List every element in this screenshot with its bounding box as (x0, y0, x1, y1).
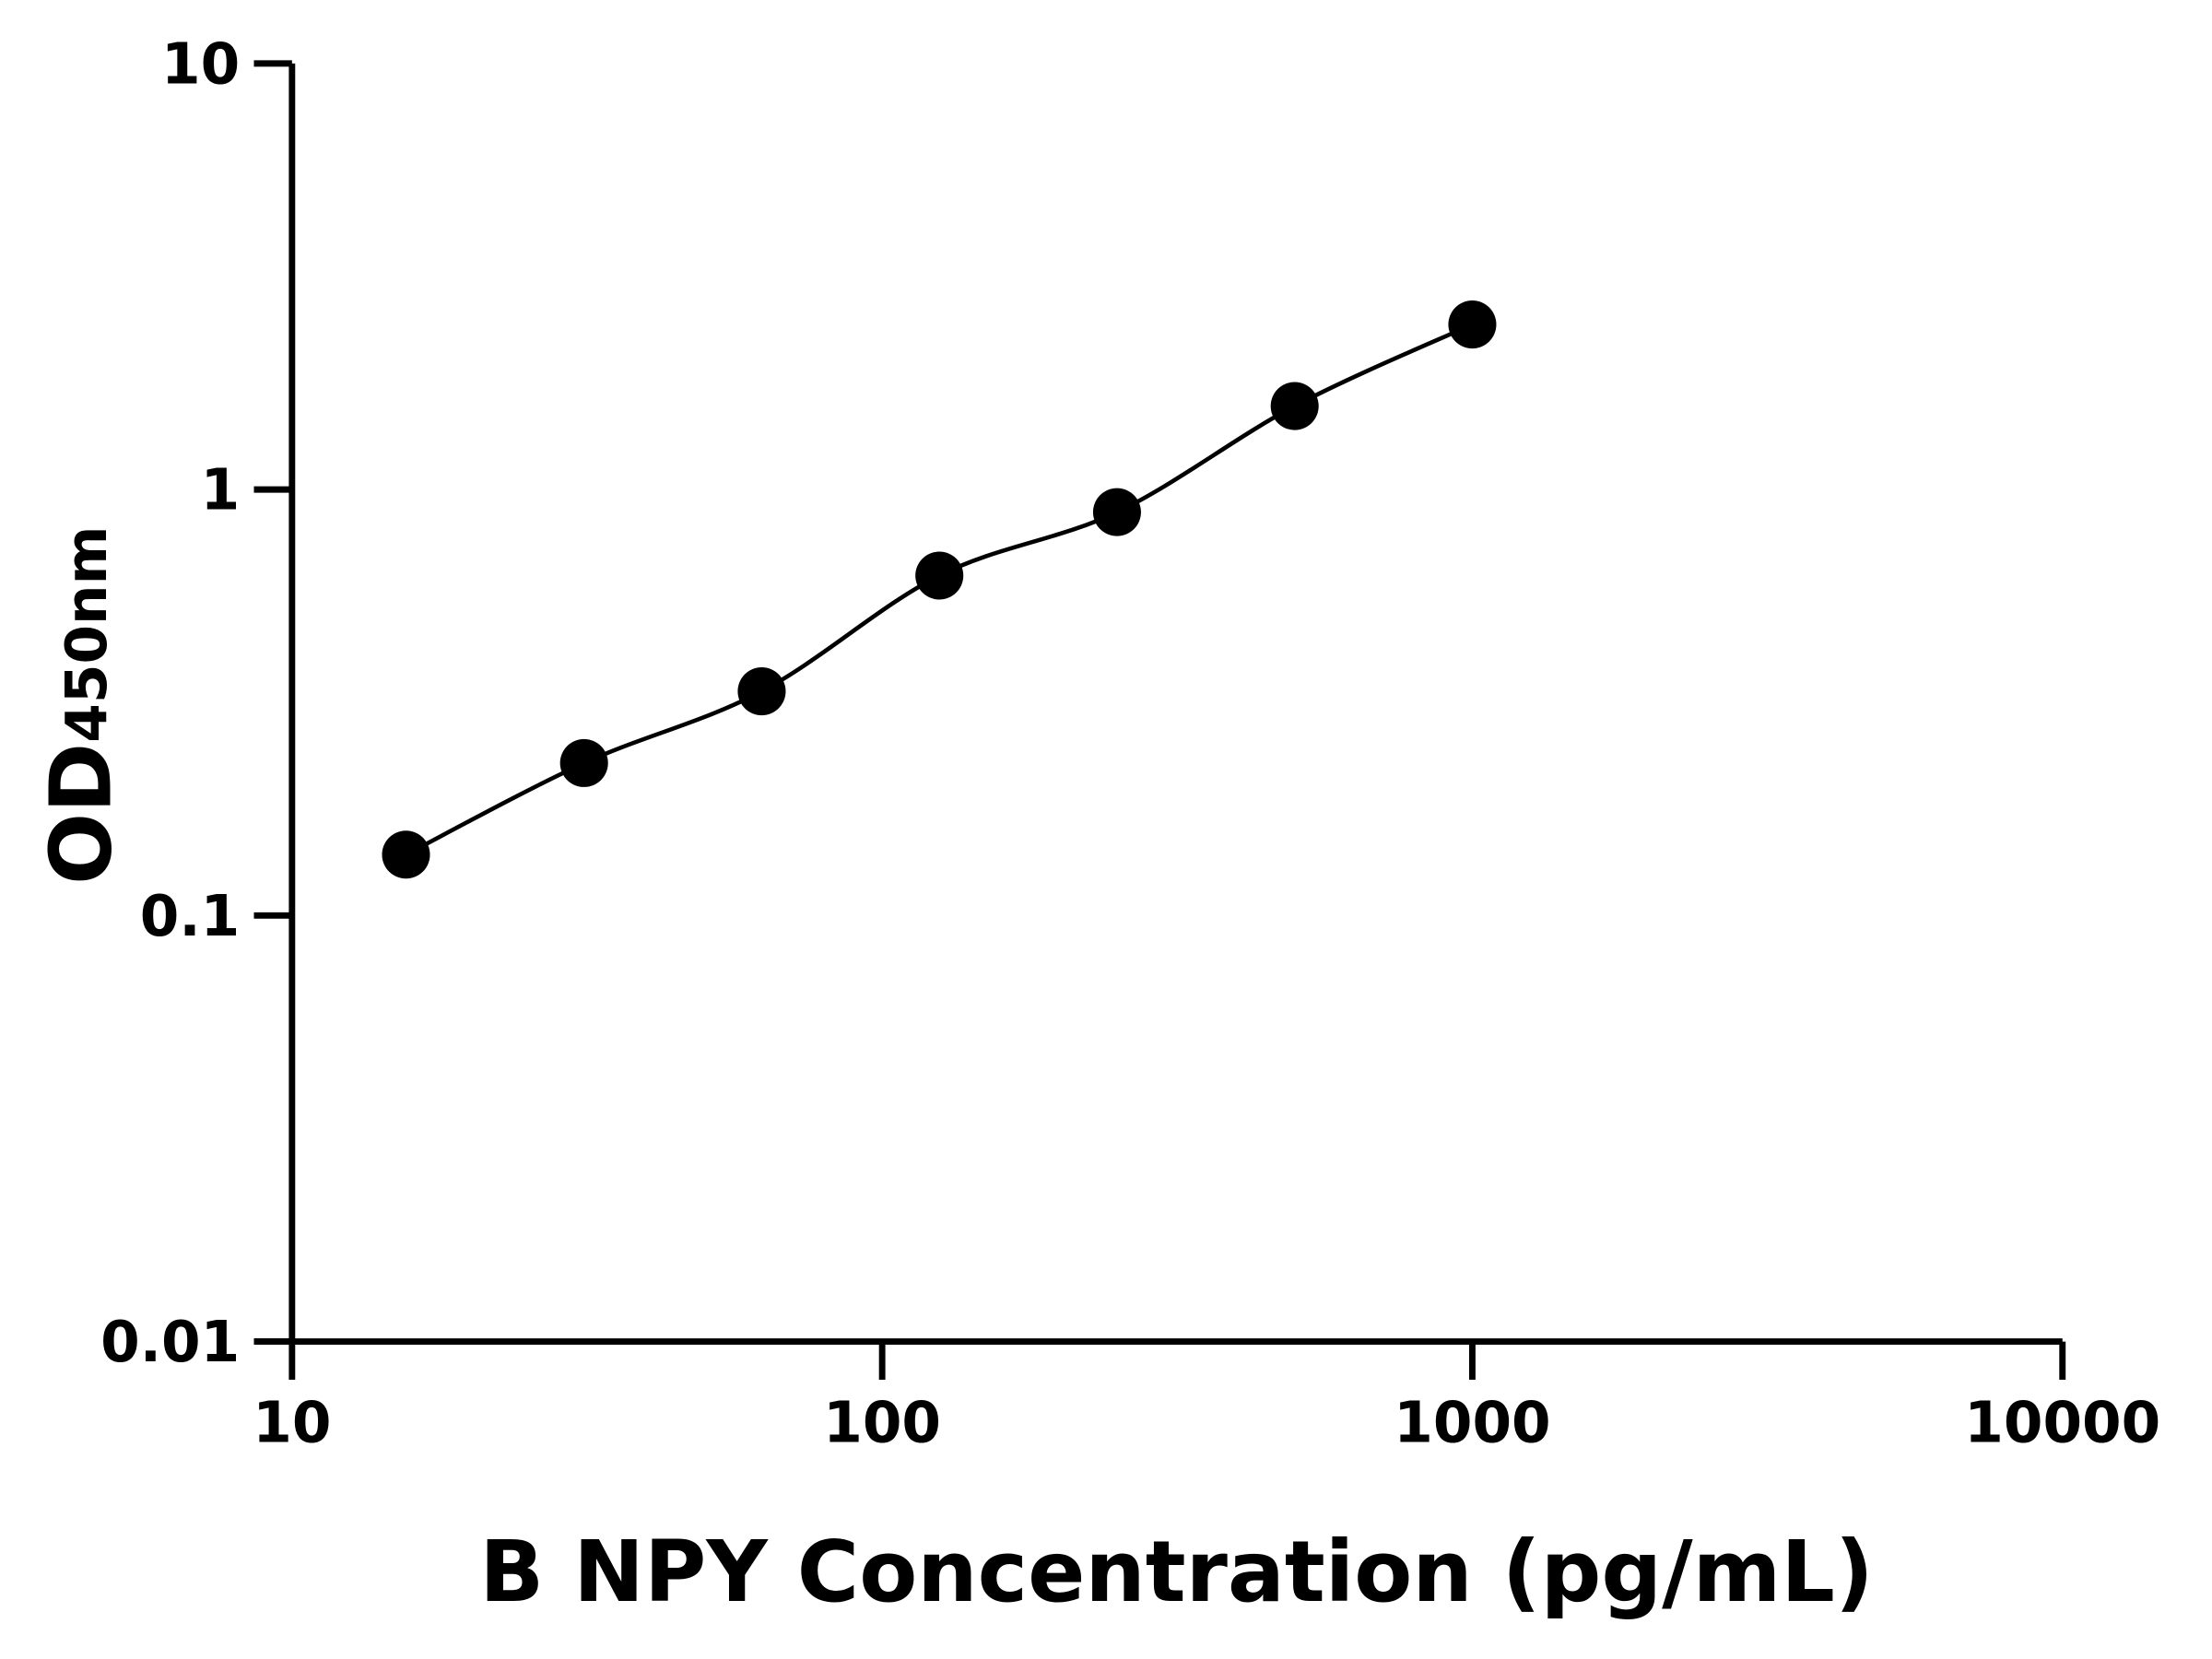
data-point (1448, 300, 1497, 349)
data-point (915, 551, 964, 600)
y-tick-label: 0.1 (140, 884, 240, 949)
data-point (1092, 488, 1141, 536)
data-point (382, 830, 430, 879)
y-tick-label: 0.01 (100, 1310, 240, 1375)
data-point (1270, 382, 1319, 430)
axes (253, 63, 2063, 1346)
y-tick-label: 10 (161, 31, 240, 97)
data-points (382, 300, 1497, 879)
x-ticks: 10 100 1000 10000 (253, 1341, 2160, 1455)
y-axis-label-main: OD (31, 743, 130, 885)
y-ticks: 0.01 0.1 1 10 (100, 31, 292, 1375)
data-point (737, 667, 786, 716)
y-axis-label-subscript: 450nm (54, 526, 120, 743)
x-tick-label: 10 (253, 1390, 331, 1455)
y-axis-label: OD450nm (31, 526, 130, 885)
x-tick-label: 100 (823, 1390, 941, 1455)
x-tick-label: 1000 (1394, 1390, 1550, 1455)
data-point (559, 738, 608, 787)
y-tick-label: 1 (201, 458, 241, 524)
x-tick-label: 10000 (1964, 1390, 2160, 1455)
x-axis-label: B NPY Concentration (pg/mL) (479, 1523, 1874, 1621)
